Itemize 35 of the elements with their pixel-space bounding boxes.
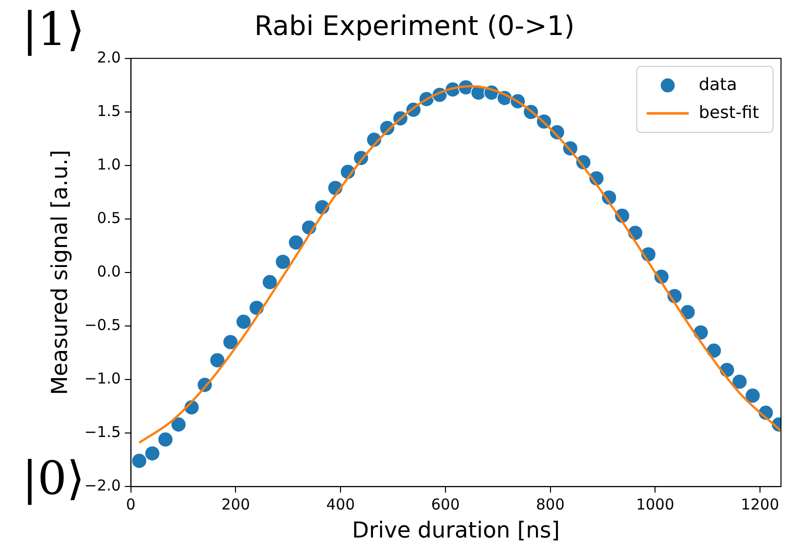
- chart-title: Rabi Experiment (0->1): [254, 11, 575, 42]
- y-tick-label: 2.0: [96, 48, 121, 66]
- y-tick-label: 0.0: [96, 262, 121, 280]
- x-tick-label: 400: [326, 495, 355, 514]
- y-tick-label: −1.5: [84, 422, 121, 441]
- point: [236, 314, 252, 330]
- point: [222, 334, 238, 350]
- legend-label: best-fit: [698, 102, 760, 123]
- y-tick-label: −1.0: [84, 369, 121, 388]
- text: |0⟩: [22, 451, 85, 505]
- point: [131, 453, 148, 469]
- y-tick-label: −0.5: [84, 316, 121, 334]
- y-tick-label: −2.0: [84, 476, 121, 494]
- y-axis-title: Measured signal [a.u.]: [48, 150, 73, 396]
- x-tick-label: 600: [431, 495, 460, 514]
- x-tick-label: 1000: [636, 495, 674, 514]
- point: [209, 352, 226, 368]
- point: [170, 416, 186, 432]
- y-tick-label: 1.5: [96, 102, 121, 120]
- point: [288, 234, 304, 250]
- x-tick-label: 1200: [740, 495, 780, 514]
- y-tick-label: 1.0: [96, 155, 121, 174]
- point: [274, 254, 291, 270]
- x-axis-title: Drive duration [ns]: [352, 518, 560, 544]
- text: |1⟩: [22, 2, 85, 56]
- point: [262, 274, 278, 290]
- x-tick-label: 0: [126, 495, 136, 514]
- x-tick-label: 200: [221, 495, 250, 514]
- legend-label: data: [698, 74, 738, 95]
- x-tick-label: 800: [536, 495, 565, 514]
- point: [744, 388, 761, 404]
- point: [732, 374, 748, 390]
- y-tick-label: 0.5: [96, 208, 121, 227]
- point: [144, 446, 160, 462]
- point: [158, 432, 174, 448]
